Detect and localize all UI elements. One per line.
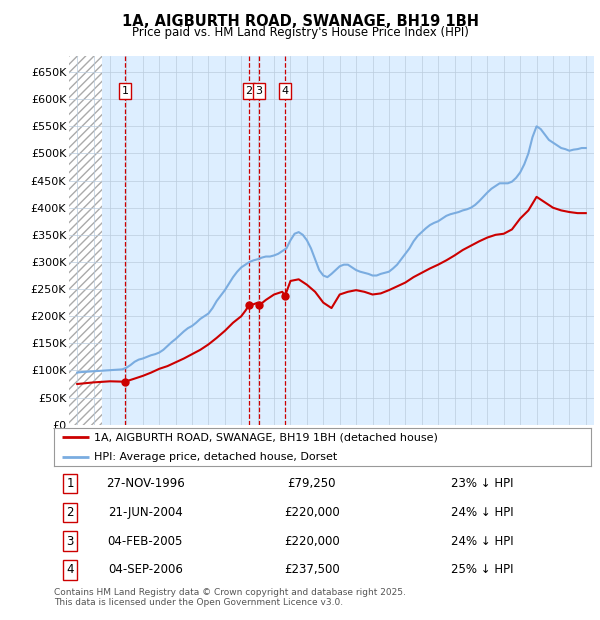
Text: 24% ↓ HPI: 24% ↓ HPI xyxy=(451,506,514,519)
Text: Contains HM Land Registry data © Crown copyright and database right 2025.
This d: Contains HM Land Registry data © Crown c… xyxy=(54,588,406,607)
Text: £79,250: £79,250 xyxy=(287,477,336,490)
Text: 04-SEP-2006: 04-SEP-2006 xyxy=(108,563,183,576)
Text: 25% ↓ HPI: 25% ↓ HPI xyxy=(451,563,514,576)
Text: 2: 2 xyxy=(245,86,253,96)
Text: 04-FEB-2005: 04-FEB-2005 xyxy=(107,534,183,547)
Text: 2: 2 xyxy=(67,506,74,519)
Text: HPI: Average price, detached house, Dorset: HPI: Average price, detached house, Dors… xyxy=(94,451,338,462)
Text: 23% ↓ HPI: 23% ↓ HPI xyxy=(451,477,514,490)
Text: Price paid vs. HM Land Registry's House Price Index (HPI): Price paid vs. HM Land Registry's House … xyxy=(131,26,469,39)
Text: 4: 4 xyxy=(281,86,289,96)
Text: £220,000: £220,000 xyxy=(284,534,340,547)
Text: 3: 3 xyxy=(67,534,74,547)
Text: 24% ↓ HPI: 24% ↓ HPI xyxy=(451,534,514,547)
Text: 1A, AIGBURTH ROAD, SWANAGE, BH19 1BH (detached house): 1A, AIGBURTH ROAD, SWANAGE, BH19 1BH (de… xyxy=(94,432,438,443)
Text: 27-NOV-1996: 27-NOV-1996 xyxy=(106,477,185,490)
Text: 1: 1 xyxy=(121,86,128,96)
Text: 1: 1 xyxy=(67,477,74,490)
Text: 21-JUN-2004: 21-JUN-2004 xyxy=(108,506,182,519)
Bar xyxy=(69,56,102,425)
Text: 1A, AIGBURTH ROAD, SWANAGE, BH19 1BH: 1A, AIGBURTH ROAD, SWANAGE, BH19 1BH xyxy=(121,14,479,29)
Text: 4: 4 xyxy=(67,563,74,576)
Text: £220,000: £220,000 xyxy=(284,506,340,519)
Text: £237,500: £237,500 xyxy=(284,563,340,576)
Text: 3: 3 xyxy=(256,86,263,96)
